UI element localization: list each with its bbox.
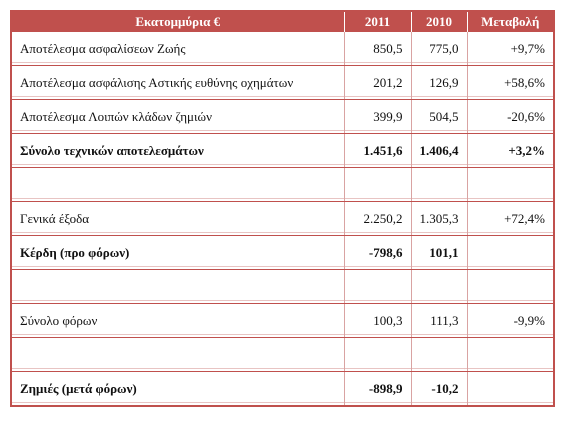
value: 101,1 (411, 235, 468, 270)
results-table: Εκατομμύρια € 2011 2010 Μεταβολή Αποτέλε… (10, 10, 555, 407)
change: -9,9% (467, 303, 554, 338)
value: 399,9 (344, 99, 412, 134)
spacer-row (11, 337, 554, 372)
value: 1.305,3 (411, 201, 468, 236)
value: 504,5 (411, 99, 468, 134)
value: 100,3 (344, 303, 412, 338)
value: -898,9 (344, 371, 412, 407)
value: 111,3 (411, 303, 468, 338)
spacer-row (11, 167, 554, 202)
header-cell: 2010 (411, 11, 468, 32)
change: +72,4% (467, 201, 554, 236)
change: +58,6% (467, 65, 554, 100)
label: Αποτέλεσμα Λοιπών κλάδων ζημιών (11, 99, 345, 134)
value: 1.406,4 (411, 133, 468, 168)
change: -20,6% (467, 99, 554, 134)
label: Αποτέλεσμα ασφαλίσεων Ζωής (11, 32, 345, 66)
value: -798,6 (344, 235, 412, 270)
label: Αποτέλεσμα ασφάλισης Αστικής ευθύνης οχη… (11, 65, 345, 100)
label: Ζημιές (μετά φόρων) (11, 371, 345, 407)
label: Σύνολο φόρων (11, 303, 345, 338)
value: 2.250,2 (344, 201, 412, 236)
row: Γενικά έξοδα 2.250,2 1.305,3 +72,4% (11, 201, 554, 236)
row: Αποτέλεσμα ασφάλισης Αστικής ευθύνης οχη… (11, 65, 554, 100)
total-row: Κέρδη (προ φόρων) -798,6 101,1 (11, 235, 554, 270)
value: 775,0 (411, 32, 468, 66)
label: Κέρδη (προ φόρων) (11, 235, 345, 270)
change: +9,7% (467, 32, 554, 66)
value: -10,2 (411, 371, 468, 407)
header-cell: Εκατομμύρια € (11, 11, 345, 32)
total-row: Ζημιές (μετά φόρων) -898,9 -10,2 (11, 371, 554, 407)
spacer-row (11, 269, 554, 304)
label: Γενικά έξοδα (11, 201, 345, 236)
row: Σύνολο φόρων 100,3 111,3 -9,9% (11, 303, 554, 338)
row: Αποτέλεσμα ασφαλίσεων Ζωής 850,5 775,0 +9,7… (11, 32, 554, 66)
header-cell: Μεταβολή (467, 11, 554, 32)
label: Σύνολο τεχνικών αποτελεσμάτων (11, 133, 345, 168)
total-row: Σύνολο τεχνικών αποτελεσμάτων 1.451,6 1.40… (11, 133, 554, 168)
value: 126,9 (411, 65, 468, 100)
header-cell: 2011 (344, 11, 412, 32)
value: 850,5 (344, 32, 412, 66)
value: 1.451,6 (344, 133, 412, 168)
change: +3,2% (467, 133, 554, 168)
header-row: Εκατομμύρια € 2011 2010 Μεταβολή (11, 11, 554, 32)
value: 201,2 (344, 65, 412, 100)
row: Αποτέλεσμα Λοιπών κλάδων ζημιών 399,9 504,… (11, 99, 554, 134)
